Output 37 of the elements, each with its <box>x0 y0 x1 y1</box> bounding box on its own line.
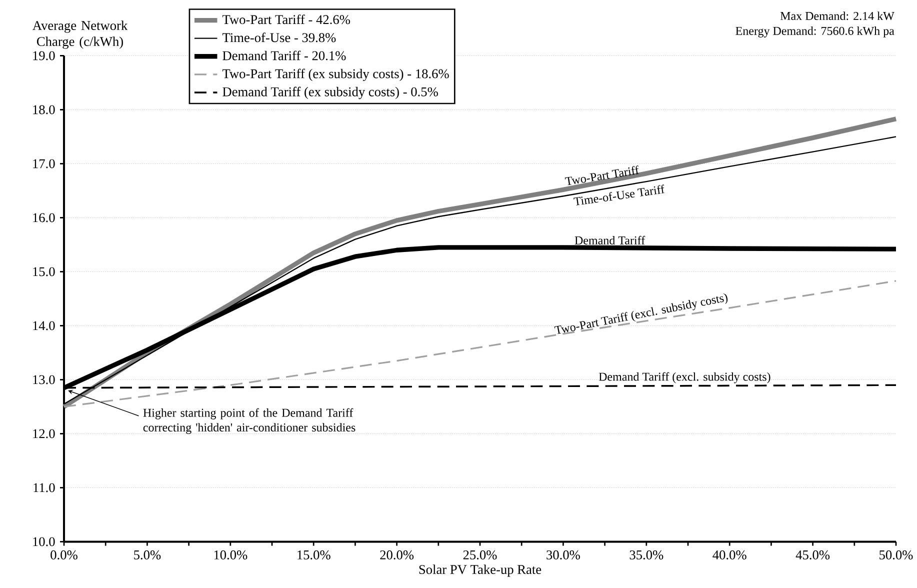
y-tick-label: 16.0 <box>33 213 55 222</box>
text: Max Demand: 2.14 kW <box>780 12 894 20</box>
x-tick-label: 20.0% <box>380 550 414 560</box>
x-tick-label: 10.0% <box>214 550 248 560</box>
annotation: Demand Tariff (excl. subsidy costs) <box>598 372 770 384</box>
y-tick-label: 18.0 <box>33 105 55 114</box>
x-axis-title: Solar PV Take-up Rate <box>419 564 542 577</box>
y-axis-title: Average Network Charge (c/kWh) <box>32 20 128 49</box>
y-tick-label: 13.0 <box>33 375 55 384</box>
y-tick-label: 19.0 <box>33 51 55 60</box>
y-tick-label: 10.0 <box>33 537 55 546</box>
x-tick-label: 25.0% <box>463 550 497 560</box>
y-tick-label: 11.0 <box>34 483 55 492</box>
x-tick-label: 0.0% <box>50 550 78 560</box>
x-tick-label: 5.0% <box>134 550 161 560</box>
x-tick-label: 35.0% <box>630 550 664 560</box>
x-tick-label: 15.0% <box>298 550 330 560</box>
annotation: Time-of-Use Tariff <box>574 184 664 206</box>
legend-label: Demand Tariff - 20.1% <box>222 50 346 60</box>
x-tick-label: 50.0% <box>880 550 913 560</box>
y-tick-label: 12.0 <box>33 429 55 438</box>
line-series <box>63 280 897 408</box>
annotation: Two-Part Tariff <box>564 166 639 186</box>
y-tick-label: 15.0 <box>33 267 55 276</box>
x-tick-label: 45.0% <box>796 550 830 560</box>
x-tick-label: 40.0% <box>712 550 746 560</box>
text: Energy Demand: 7560.6 kWh pa <box>736 26 894 38</box>
y-tick-label: 17.0 <box>33 159 55 168</box>
x-tick-label: 30.0% <box>546 550 580 560</box>
y-tick-label: 14.0 <box>33 321 55 330</box>
legend-label: Two-Part Tariff (ex subsidy costs) - 18.6% <box>222 68 449 82</box>
legend-label: Two-Part Tariff - 42.6% <box>222 14 350 24</box>
annotation: Higher starting point of the Demand Tariff correcting 'hidden' air-conditioner subsidies <box>143 408 356 434</box>
annotation: Demand Tariff <box>574 236 646 244</box>
legend-label: Time-of-Use - 39.8% <box>222 32 336 42</box>
annotation: Two-Part Tariff (excl. subsidy costs) <box>554 293 728 334</box>
legend-label: Demand Tariff (ex subsidy costs) - 0.5% <box>222 86 438 100</box>
